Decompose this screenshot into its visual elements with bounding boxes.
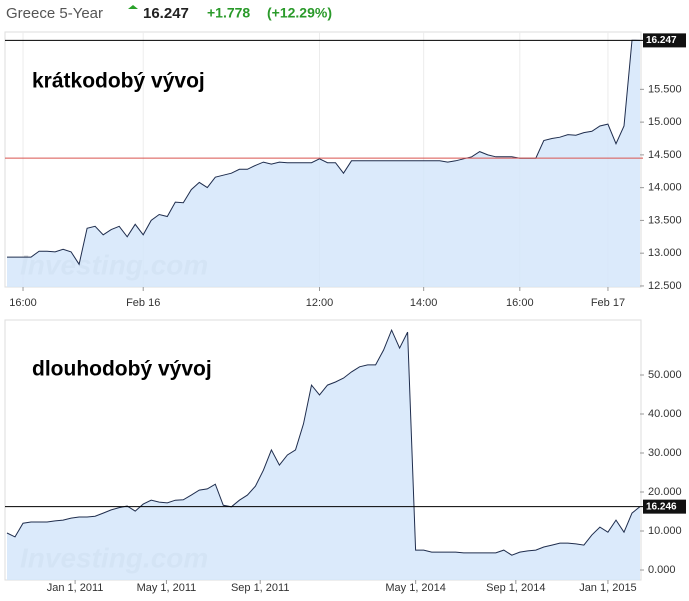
area <box>7 40 640 288</box>
x-tick-label: Jan 1, 2011 <box>47 582 104 594</box>
reference-label: 16.247 <box>646 35 677 46</box>
x-tick-label: Feb 17 <box>591 297 625 309</box>
reference-label-box <box>643 33 686 48</box>
x-tick-label: 12:00 <box>306 297 334 309</box>
y-tick-label: 30.000 <box>648 447 682 459</box>
up-icon <box>128 5 138 9</box>
change-percent: (+12.29%) <box>267 5 332 21</box>
y-tick-label: 10.000 <box>648 525 682 537</box>
y-tick-label: 14.000 <box>648 182 682 194</box>
y-tick-label: 13.500 <box>648 214 682 226</box>
x-tick-label: Feb 16 <box>126 297 160 309</box>
x-tick-label: Sep 1, 2011 <box>231 582 290 594</box>
instrument-name: Greece 5-Year <box>6 5 103 22</box>
x-tick-label: Sep 1, 2014 <box>486 582 545 594</box>
y-tick-label: 14.500 <box>648 149 682 161</box>
y-tick-label: 15.500 <box>648 83 682 95</box>
x-tick-label: May 1, 2011 <box>137 582 197 594</box>
change: +1.778 <box>207 5 250 21</box>
price: 16.247 <box>143 5 189 22</box>
y-tick-label: 15.000 <box>648 116 682 128</box>
x-tick-label: 14:00 <box>410 297 438 309</box>
reference-label-box <box>643 499 686 514</box>
annotation: dlouhodobý vývoj <box>32 358 212 381</box>
x-tick-label: Jan 1, 2015 <box>579 582 637 594</box>
y-tick-label: 0.000 <box>648 564 676 576</box>
annotation: krátkodobý vývoj <box>32 70 205 93</box>
y-tick-label: 50.000 <box>648 369 682 381</box>
x-tick-label: 16:00 <box>9 297 37 309</box>
area <box>7 330 640 580</box>
line <box>6 328 641 556</box>
x-tick-label: May 1, 2014 <box>385 582 446 594</box>
x-tick-label: 16:00 <box>506 297 534 309</box>
y-tick-label: 40.000 <box>648 408 682 420</box>
reference-label: 16.246 <box>646 501 677 512</box>
y-tick-label: 20.000 <box>648 486 682 498</box>
y-tick-label: 12.500 <box>648 280 682 292</box>
y-tick-label: 13.000 <box>648 247 682 259</box>
